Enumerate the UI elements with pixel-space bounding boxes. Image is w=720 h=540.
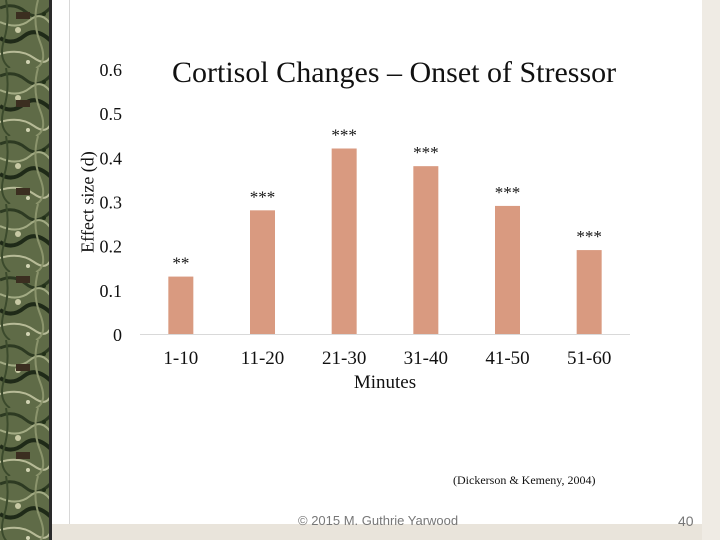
y-tick-label: 0	[113, 325, 122, 345]
decorative-border	[0, 0, 52, 540]
bar	[168, 276, 194, 334]
bar	[576, 250, 602, 334]
x-tick-label: 31-40	[404, 348, 448, 369]
significance-label: ***	[495, 183, 521, 202]
bar	[331, 148, 357, 334]
x-tick-label: 41-50	[485, 348, 529, 369]
x-tick-label: 1-10	[163, 348, 198, 369]
page-number: 40	[678, 513, 694, 529]
significance-label: **	[172, 254, 189, 273]
bar	[250, 210, 275, 334]
marble-pattern-icon	[0, 0, 52, 540]
bottom-band	[52, 524, 720, 540]
significance-label: ***	[250, 187, 276, 206]
y-tick-label: 0.1	[100, 281, 123, 301]
x-tick-label: 21-30	[322, 348, 366, 369]
significance-label: ***	[576, 227, 602, 246]
bar	[413, 166, 439, 334]
chart-title: Cortisol Changes – Onset of Stressor	[172, 56, 617, 89]
bar	[495, 205, 520, 334]
x-tick-label: 11-20	[241, 348, 285, 369]
y-tick-label: 0.2	[100, 237, 123, 257]
citation: (Dickerson & Kemeny, 2004)	[453, 473, 596, 487]
right-band	[702, 0, 720, 540]
y-tick-label: 0.3	[100, 193, 123, 213]
significance-label: ***	[331, 126, 357, 145]
x-axis-label: Minutes	[353, 372, 417, 393]
y-tick-label: 0.6	[100, 60, 123, 80]
y-tick-label: 0.5	[100, 104, 123, 124]
footer-copyright: © 2015 M. Guthrie Yarwood	[298, 513, 459, 528]
significance-label: ***	[413, 143, 439, 162]
x-tick-label: 51-60	[567, 348, 611, 369]
y-tick-label: 0.4	[100, 148, 123, 168]
